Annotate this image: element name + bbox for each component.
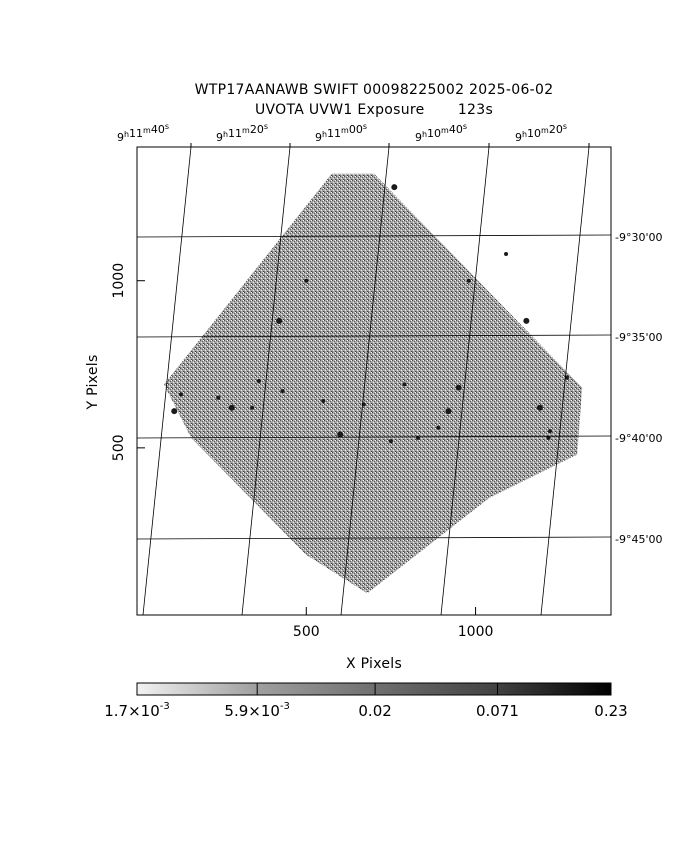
chart-title-line1: WTP17AANAWB SWIFT 00098225002 2025-06-02 bbox=[194, 82, 554, 98]
source-point bbox=[445, 408, 452, 415]
source-point bbox=[337, 431, 344, 438]
source-point bbox=[402, 382, 407, 387]
source-point bbox=[388, 439, 393, 444]
plot-frame bbox=[136, 146, 612, 616]
exposure-footprint bbox=[164, 173, 583, 594]
dec-tick-label: -9°45'00 bbox=[615, 533, 663, 546]
source-point bbox=[466, 278, 471, 283]
source-point bbox=[228, 404, 235, 411]
source-point bbox=[536, 404, 543, 411]
dec-grid-line bbox=[136, 334, 612, 338]
source-point bbox=[546, 435, 551, 440]
source-point bbox=[171, 408, 178, 415]
colorbar-tick-label: 0.071 bbox=[476, 702, 519, 720]
ra-grid-line bbox=[241, 146, 291, 616]
dec-grid-line bbox=[136, 234, 612, 238]
ra-grid-line bbox=[142, 146, 192, 616]
colorbar-tick-label: 0.02 bbox=[358, 702, 391, 720]
colorbar-tick-label: 5.9×10-3 bbox=[224, 701, 290, 720]
source-point bbox=[504, 251, 509, 256]
x-tick-label: 500 bbox=[293, 624, 320, 640]
source-point bbox=[250, 405, 255, 410]
ra-grid-line bbox=[340, 146, 390, 616]
source-point bbox=[455, 384, 462, 391]
ra-grid-line bbox=[440, 146, 490, 616]
dec-grid-line bbox=[136, 536, 612, 540]
source-point bbox=[276, 317, 283, 324]
ra-tick-label: 9h11m00s bbox=[315, 122, 367, 144]
source-point bbox=[548, 429, 553, 434]
source-point bbox=[304, 278, 309, 283]
dec-tick-label: -9°40'00 bbox=[615, 432, 663, 445]
y-tick-label: 500 bbox=[111, 434, 127, 461]
source-point bbox=[391, 184, 398, 191]
dec-grid-line bbox=[136, 435, 612, 439]
source-point bbox=[179, 392, 184, 397]
colorbar-tick-label: 0.23 bbox=[594, 702, 627, 720]
source-point bbox=[436, 425, 441, 430]
ra-tick-label: 9h11m20s bbox=[216, 122, 268, 144]
ra-tick-label: 9h10m40s bbox=[415, 122, 467, 144]
chart-title-line2: UVOTA UVW1 Exposure 123s bbox=[254, 102, 494, 118]
source-point bbox=[216, 395, 221, 400]
ra-tick-label: 9h10m20s bbox=[515, 122, 567, 144]
source-point bbox=[321, 399, 326, 404]
dec-tick-label: -9°30'00 bbox=[615, 231, 663, 244]
ra-tick-label: 9h11m40s bbox=[117, 122, 169, 144]
x-axis-label: X Pixels bbox=[345, 656, 403, 672]
x-tick-label: 1000 bbox=[458, 624, 494, 640]
source-point bbox=[256, 379, 261, 383]
dec-tick-label: -9°35'00 bbox=[615, 331, 663, 344]
source-point bbox=[523, 317, 530, 324]
colorbar-tick-label: 1.7×10-3 bbox=[104, 701, 170, 720]
source-point bbox=[280, 389, 285, 394]
colorbar bbox=[136, 682, 612, 696]
y-tick-label: 1000 bbox=[111, 263, 127, 299]
source-point bbox=[564, 375, 569, 380]
